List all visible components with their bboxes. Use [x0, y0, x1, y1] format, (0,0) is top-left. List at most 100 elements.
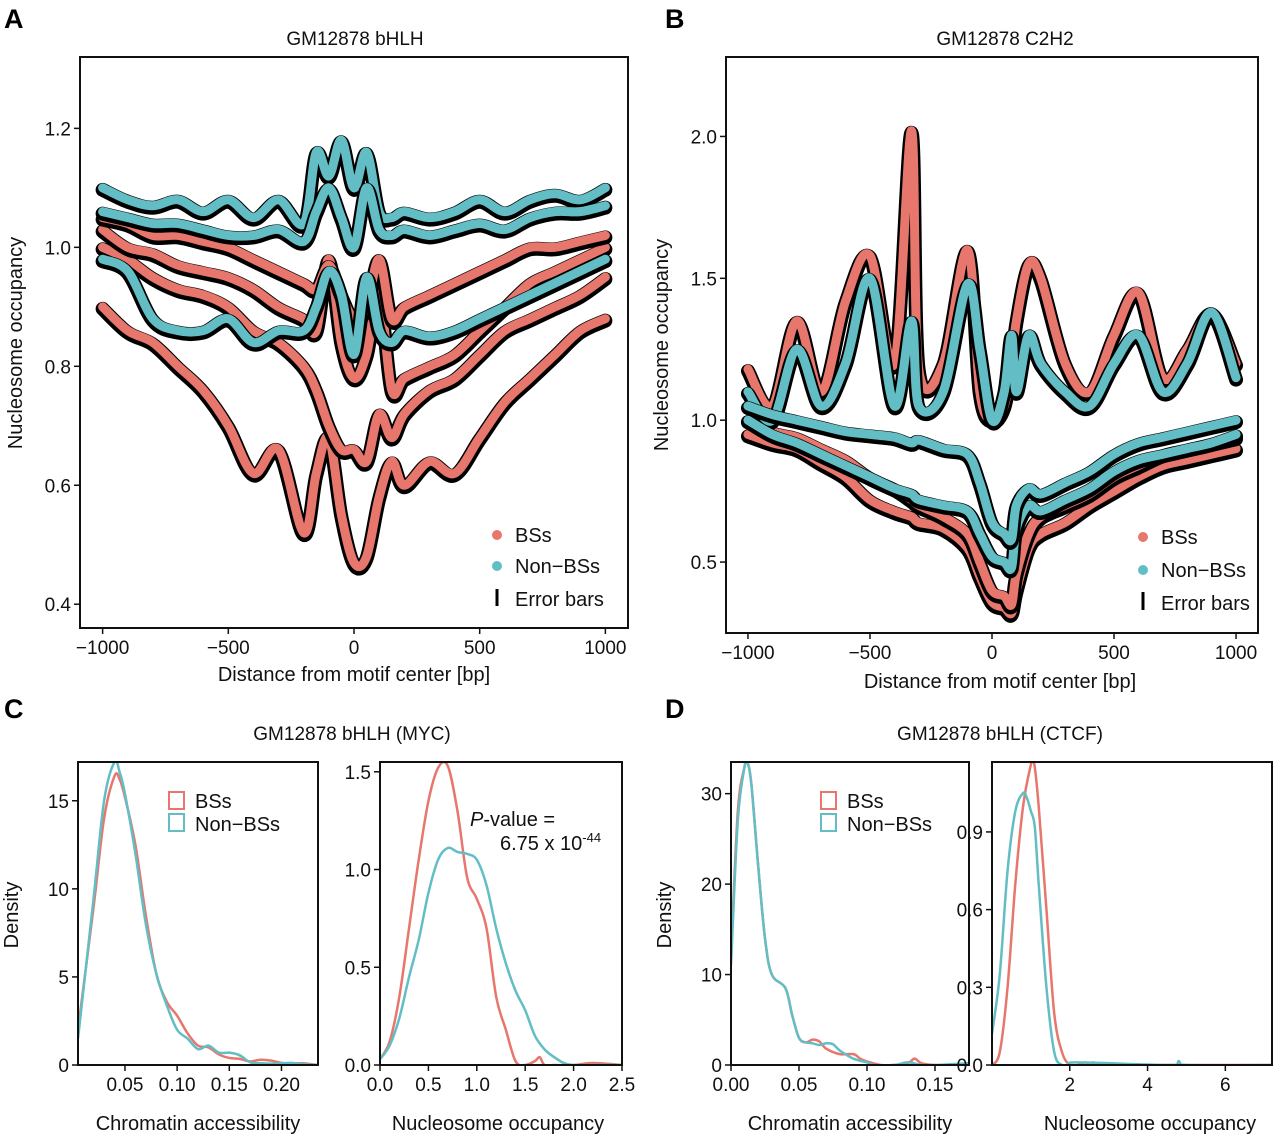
p-mantissa: 6.75 x 10 [500, 833, 582, 855]
plot-d1-xtick-label: 0.00 [713, 1075, 750, 1096]
panel-c-ylabel: Density [1, 882, 23, 949]
p-rest: -value = [483, 809, 555, 831]
series-line-nonbss [98, 254, 610, 359]
panel-b-title: GM12878 C2H2 [936, 29, 1073, 50]
legend-bss-swatch [168, 791, 185, 810]
panel-label-c: C [4, 694, 24, 724]
panel-c-title: GM12878 bHLH (MYC) [253, 724, 450, 745]
plot-d1-ytick-label: 0 [711, 1056, 722, 1077]
plot-d1-xtick-label: 0.15 [917, 1075, 954, 1096]
plot-b-ytick-label: 2.0 [691, 127, 717, 148]
plot-b-ytick-label: 1.0 [691, 411, 717, 432]
plot-d1-ytick-label: 20 [701, 875, 722, 896]
legend-nonbss-label: Non−BSs [195, 814, 280, 836]
plot-b-ytick-label: 0.5 [691, 553, 717, 574]
plot-c2-ytick-label: 1.0 [345, 861, 371, 882]
plot-b-xtick-label: −500 [849, 643, 892, 664]
series-line-bss [98, 242, 610, 468]
plot-c2-xtick-label: 0.0 [367, 1075, 393, 1096]
panel-d-right-xlabel: Nucleosome occupancy [1044, 1113, 1256, 1135]
plot-c2-xtick-label: 2.0 [560, 1075, 586, 1096]
series-line-bss [743, 126, 1241, 426]
panel-c-right-xlabel: Nucleosome occupancy [392, 1113, 604, 1135]
plot-a-xtick-label: −500 [207, 638, 250, 659]
legend-bss-label: BSs [1161, 527, 1198, 549]
plot-c2-xtick-label: 1.0 [464, 1075, 490, 1096]
series-line-bss [743, 429, 1241, 619]
plot-b-xtick-label: 500 [1098, 643, 1130, 664]
panel-d-ylabel: Density [654, 882, 676, 949]
plot-d1-xtick-label: 0.10 [849, 1075, 886, 1096]
plot-c2-ytick-label: 1.5 [345, 763, 371, 784]
plot-b-ytick-label: 1.5 [691, 269, 717, 290]
plot-b-xtick-label: 0 [987, 643, 998, 664]
plot-a-xtick-label: 0 [349, 638, 360, 659]
panel-d-title: GM12878 bHLH (CTCF) [897, 724, 1103, 745]
plot-c1-ytick-label: 0 [58, 1056, 69, 1077]
panel-label-d: D [665, 694, 685, 724]
plot-a-xtick-label: 500 [464, 638, 496, 659]
plot-a-xtick-label: 1000 [584, 638, 626, 659]
plot-c2-series [381, 763, 621, 1064]
density-line-nonbss [381, 846, 621, 1064]
plot-a-series [95, 135, 613, 576]
plot-c2-xtick-label: 1.5 [512, 1075, 538, 1096]
plot-d1-ytick-label: 10 [701, 966, 722, 987]
plot-d2-ytick-label: 0.3 [957, 978, 983, 999]
panel-label-a: A [4, 4, 24, 34]
panel-a-legend: BSs Non−BSs Error bars [492, 525, 604, 611]
plot-d2-ytick-label: 0.0 [957, 1056, 983, 1077]
legend-nonbss-label: Non−BSs [515, 556, 600, 578]
plot-a-xtick-label: −1000 [76, 638, 129, 659]
legend-nonbss-dot [1138, 565, 1148, 575]
plot-d2-xtick-label: 4 [1142, 1075, 1153, 1096]
legend-bss-label: BSs [847, 791, 884, 813]
legend-nonbss-label: Non−BSs [1161, 560, 1246, 582]
plot-d1-series [732, 763, 968, 1064]
plot-d2-ytick-label: 0.6 [957, 901, 983, 922]
plot-c1-ytick-label: 10 [48, 880, 69, 901]
legend-nonbss-dot [492, 561, 502, 571]
panel-c-legend: BSs Non−BSs [168, 791, 280, 836]
p-italic: P [470, 809, 484, 831]
plot-c2-xtick-label: 0.5 [415, 1075, 441, 1096]
series-line-nonbss [98, 183, 610, 253]
series-line-nonbss [98, 135, 610, 230]
plot-d2-series [993, 763, 1271, 1064]
panel-a-ylabel: Nucleosome occupancy [5, 237, 27, 449]
plot-d1-ytick-label: 30 [701, 785, 722, 806]
panel-b-legend: BSs Non−BSs Error bars [1138, 527, 1250, 615]
p-value-line2: 6.75 x 10-44 [500, 830, 601, 855]
panel-d-left-xlabel: Chromatin accessibility [748, 1113, 953, 1135]
density-line-bss [381, 763, 621, 1064]
plot-d2-frame [991, 761, 1273, 1066]
plot-c1-xtick-label: 0.10 [159, 1075, 196, 1096]
panel-b-plot: −1000 −500 0 500 1000 0.5 1.0 1.5 2.0 [691, 56, 1259, 664]
plot-b-xtick-label: −1000 [721, 643, 774, 664]
panel-c-left-plot: 0.05 0.10 0.15 0.20 0 5 10 15 [48, 761, 319, 1096]
density-line-bss [993, 763, 1271, 1064]
panel-a-title: GM12878 bHLH [286, 29, 423, 50]
legend-bss-label: BSs [515, 525, 552, 547]
plot-c1-xtick-label: 0.20 [263, 1075, 300, 1096]
legend-nonbss-swatch [820, 813, 837, 832]
legend-bss-label: BSs [195, 791, 232, 813]
series-line-nonbss [743, 401, 1241, 546]
density-line-nonbss [732, 763, 968, 1064]
plot-b-series [740, 125, 1244, 623]
panel-label-b: B [665, 4, 685, 34]
plot-a-ytick-label: 0.6 [45, 476, 71, 497]
panel-d-legend: BSs Non−BSs [820, 791, 932, 836]
legend-nonbss-swatch [168, 813, 185, 832]
plot-a-ytick-label: 1.0 [45, 238, 71, 259]
series-line-bss [98, 302, 610, 572]
panel-a-plot: −1000 −500 0 500 1000 0.4 0.6 0.8 1.0 1.2 [45, 56, 629, 659]
legend-error-label: Error bars [1161, 593, 1250, 615]
panel-c-left-xlabel: Chromatin accessibility [96, 1113, 301, 1135]
p-value-annotation: P-value = 6.75 x 10-44 [470, 809, 601, 855]
plot-c1-xtick-label: 0.05 [106, 1075, 143, 1096]
plot-c1-series [79, 763, 317, 1064]
panel-d-left-plot: 0.00 0.05 0.10 0.15 0 10 20 30 [701, 761, 970, 1096]
density-line-bss [79, 772, 317, 1064]
